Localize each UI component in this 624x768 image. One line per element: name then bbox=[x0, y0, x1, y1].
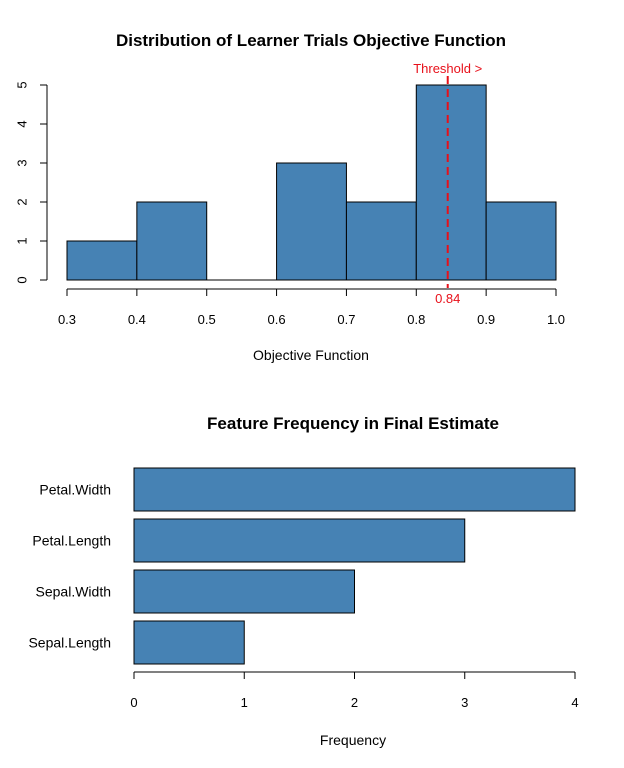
feature-x-tick-label: 1 bbox=[241, 695, 248, 710]
feature-category-label: Petal.Length bbox=[32, 532, 111, 548]
histogram-y-tick-label: 3 bbox=[15, 159, 30, 166]
feature-frequency-chart: Feature Frequency in Final Estimate Peta… bbox=[28, 414, 578, 748]
histogram-x-tick-label: 0.4 bbox=[128, 312, 146, 327]
histogram-x-tick-label: 0.5 bbox=[198, 312, 216, 327]
feature-x-tick-label: 4 bbox=[571, 695, 578, 710]
histogram-x-axis-label: Objective Function bbox=[253, 347, 369, 363]
feature-chart-title: Feature Frequency in Final Estimate bbox=[207, 414, 499, 433]
histogram-x-tick-label: 0.8 bbox=[407, 312, 425, 327]
histogram-title: Distribution of Learner Trials Objective… bbox=[116, 31, 506, 50]
feature-bars bbox=[133, 467, 576, 665]
threshold-marker: Threshold > 0.84 bbox=[413, 61, 482, 306]
feature-x-tick-label: 3 bbox=[461, 695, 468, 710]
histogram-x-tick-label: 0.3 bbox=[58, 312, 76, 327]
threshold-value-label: 0.84 bbox=[435, 291, 460, 306]
histogram-bars bbox=[66, 84, 557, 281]
histogram-y-tick-label: 4 bbox=[15, 120, 30, 127]
feature-x-tick-label: 0 bbox=[130, 695, 137, 710]
feature-x-tick-label: 2 bbox=[351, 695, 358, 710]
feature-category-label: Sepal.Width bbox=[36, 583, 111, 599]
feature-bar bbox=[133, 518, 466, 563]
histogram-x-tick-label: 0.9 bbox=[477, 312, 495, 327]
histogram-x-axis: 0.3 0.4 0.5 0.6 0.7 0.8 0.9 1.0 bbox=[58, 288, 565, 327]
histogram-x-tick-label: 1.0 bbox=[547, 312, 565, 327]
histogram-chart: Distribution of Learner Trials Objective… bbox=[15, 31, 565, 363]
histogram-y-tick-label: 0 bbox=[15, 276, 30, 283]
histogram-y-tick-label: 1 bbox=[15, 237, 30, 244]
histogram-y-tick-label: 5 bbox=[15, 81, 30, 88]
feature-category-label: Sepal.Length bbox=[28, 634, 111, 650]
feature-x-axis: 0 1 2 3 4 bbox=[130, 671, 579, 710]
histogram-x-tick-label: 0.6 bbox=[268, 312, 286, 327]
histogram-bar bbox=[345, 201, 417, 281]
feature-bar bbox=[133, 467, 576, 512]
feature-x-axis-label: Frequency bbox=[320, 732, 386, 748]
feature-category-labels: Petal.Width Petal.Length Sepal.Width Sepal.… bbox=[28, 481, 111, 650]
histogram-bar bbox=[415, 84, 487, 281]
histogram-y-tick-label: 2 bbox=[15, 198, 30, 205]
histogram-y-axis: 0 1 2 3 4 5 bbox=[15, 81, 48, 284]
histogram-bar bbox=[485, 201, 557, 281]
histogram-bar bbox=[66, 240, 138, 281]
feature-category-label: Petal.Width bbox=[39, 481, 111, 497]
feature-bar bbox=[133, 569, 355, 614]
histogram-x-tick-label: 0.7 bbox=[337, 312, 355, 327]
feature-bar bbox=[133, 620, 245, 665]
threshold-label: Threshold > bbox=[413, 61, 482, 76]
histogram-bar bbox=[276, 162, 347, 281]
histogram-bar bbox=[136, 201, 208, 281]
